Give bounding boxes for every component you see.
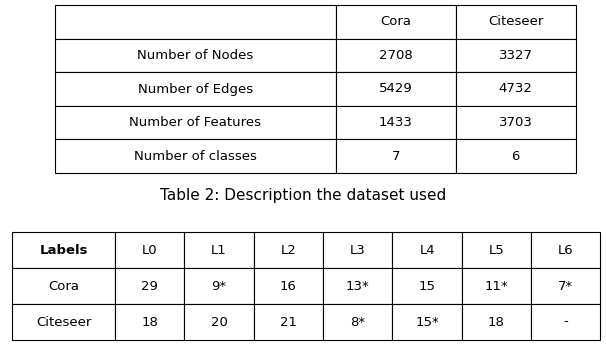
- Text: Table 2: Description the dataset used: Table 2: Description the dataset used: [160, 188, 446, 203]
- Text: -: -: [563, 316, 568, 328]
- Bar: [531, 232, 600, 268]
- Text: Cora: Cora: [48, 280, 79, 292]
- Text: 15: 15: [419, 280, 436, 292]
- Text: Number of Nodes: Number of Nodes: [137, 49, 253, 62]
- Bar: [531, 268, 600, 304]
- Text: 3703: 3703: [499, 116, 533, 129]
- Text: 2708: 2708: [379, 49, 413, 62]
- Text: 9*: 9*: [211, 280, 227, 292]
- Text: 3327: 3327: [499, 49, 533, 62]
- Text: 29: 29: [141, 280, 158, 292]
- Bar: [462, 304, 531, 340]
- Bar: [55, 139, 336, 173]
- Text: L3: L3: [350, 244, 365, 256]
- Text: 8*: 8*: [350, 316, 365, 328]
- Bar: [456, 39, 576, 72]
- Bar: [55, 106, 336, 139]
- Text: Citeseer: Citeseer: [36, 316, 92, 328]
- Bar: [336, 139, 456, 173]
- Bar: [115, 304, 184, 340]
- Text: 7*: 7*: [558, 280, 573, 292]
- Bar: [456, 106, 576, 139]
- Bar: [323, 232, 393, 268]
- Bar: [393, 304, 462, 340]
- Text: L2: L2: [281, 244, 296, 256]
- Text: Number of Features: Number of Features: [129, 116, 261, 129]
- Text: 20: 20: [211, 316, 227, 328]
- Text: 6: 6: [511, 150, 520, 163]
- Text: 11*: 11*: [485, 280, 508, 292]
- Bar: [336, 72, 456, 106]
- Text: L0: L0: [142, 244, 158, 256]
- Bar: [336, 5, 456, 39]
- Bar: [323, 268, 393, 304]
- Bar: [184, 232, 254, 268]
- Bar: [12, 268, 115, 304]
- Text: 7: 7: [391, 150, 400, 163]
- Bar: [393, 232, 462, 268]
- Bar: [336, 106, 456, 139]
- Bar: [55, 39, 336, 72]
- Text: 4732: 4732: [499, 82, 533, 95]
- Text: Number of Edges: Number of Edges: [138, 82, 253, 95]
- Text: L5: L5: [488, 244, 504, 256]
- Text: 18: 18: [141, 316, 158, 328]
- Text: 13*: 13*: [346, 280, 370, 292]
- Bar: [456, 72, 576, 106]
- Bar: [254, 232, 323, 268]
- Text: 16: 16: [280, 280, 297, 292]
- Bar: [462, 268, 531, 304]
- Bar: [184, 268, 254, 304]
- Text: Cora: Cora: [381, 15, 411, 28]
- Bar: [462, 232, 531, 268]
- Bar: [55, 72, 336, 106]
- Bar: [456, 139, 576, 173]
- Text: 21: 21: [280, 316, 297, 328]
- Text: L6: L6: [558, 244, 573, 256]
- Bar: [336, 39, 456, 72]
- Text: L4: L4: [419, 244, 435, 256]
- Text: Citeseer: Citeseer: [488, 15, 544, 28]
- Bar: [55, 5, 336, 39]
- Text: Labels: Labels: [39, 244, 88, 256]
- Text: 15*: 15*: [415, 316, 439, 328]
- Bar: [254, 304, 323, 340]
- Bar: [115, 232, 184, 268]
- Bar: [456, 5, 576, 39]
- Bar: [323, 304, 393, 340]
- Bar: [12, 232, 115, 268]
- Bar: [12, 304, 115, 340]
- Bar: [115, 268, 184, 304]
- Text: 18: 18: [488, 316, 505, 328]
- Text: 5429: 5429: [379, 82, 413, 95]
- Text: Number of classes: Number of classes: [134, 150, 257, 163]
- Bar: [254, 268, 323, 304]
- Text: L1: L1: [211, 244, 227, 256]
- Bar: [531, 304, 600, 340]
- Text: 1433: 1433: [379, 116, 413, 129]
- Bar: [393, 268, 462, 304]
- Bar: [184, 304, 254, 340]
